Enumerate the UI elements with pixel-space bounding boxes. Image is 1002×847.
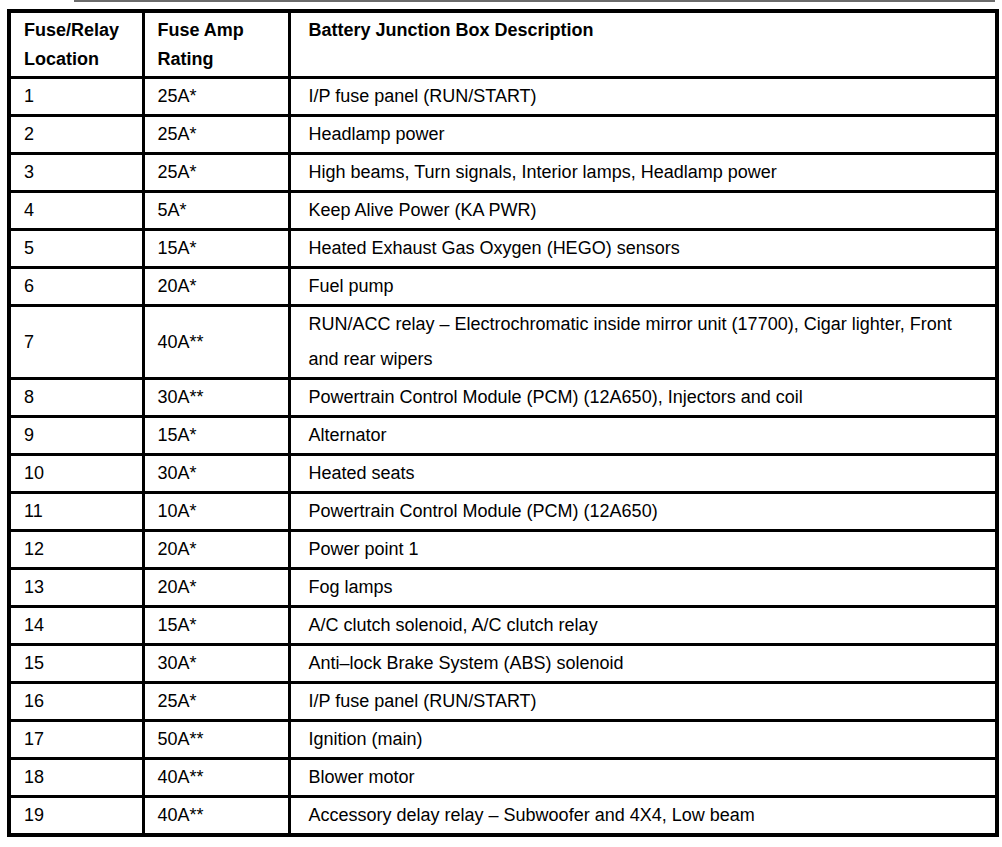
cell-description: Blower motor xyxy=(289,759,997,797)
cell-fuse-amp-rating: 40A** xyxy=(143,759,289,797)
column-header-battery-junction-box-description: Battery Junction Box Description xyxy=(289,11,997,78)
cell-fuse-amp-rating: 25A* xyxy=(143,116,289,154)
cell-description: Powertrain Control Module (PCM) (12A650)… xyxy=(289,379,997,417)
cell-fuse-relay-location: 6 xyxy=(9,268,143,306)
cell-fuse-relay-location: 5 xyxy=(9,230,143,268)
cell-fuse-amp-rating: 30A* xyxy=(143,645,289,683)
cell-fuse-relay-location: 7 xyxy=(9,306,143,379)
cell-fuse-relay-location: 12 xyxy=(9,531,143,569)
cell-description: A/C clutch solenoid, A/C clutch relay xyxy=(289,607,997,645)
cell-fuse-amp-rating: 15A* xyxy=(143,607,289,645)
cell-description: RUN/ACC relay – Electrochromatic inside … xyxy=(289,306,997,379)
cell-fuse-relay-location: 13 xyxy=(9,569,143,607)
scan-artifact-line xyxy=(74,0,995,2)
cell-description: Fog lamps xyxy=(289,569,997,607)
table-row: 13 20A* Fog lamps xyxy=(9,569,997,607)
cell-fuse-amp-rating: 30A** xyxy=(143,379,289,417)
cell-fuse-amp-rating: 5A* xyxy=(143,192,289,230)
cell-description: Power point 1 xyxy=(289,531,997,569)
table-row: 15 30A* Anti–lock Brake System (ABS) sol… xyxy=(9,645,997,683)
cell-description: Powertrain Control Module (PCM) (12A650) xyxy=(289,493,997,531)
table-row: 16 25A* I/P fuse panel (RUN/START) xyxy=(9,683,997,721)
header-row: Fuse/Relay Location Fuse Amp Rating Batt… xyxy=(9,11,997,78)
cell-fuse-amp-rating: 40A** xyxy=(143,797,289,836)
cell-fuse-relay-location: 8 xyxy=(9,379,143,417)
cell-fuse-relay-location: 4 xyxy=(9,192,143,230)
cell-fuse-relay-location: 2 xyxy=(9,116,143,154)
cell-description: High beams, Turn signals, Interior lamps… xyxy=(289,154,997,192)
cell-fuse-relay-location: 1 xyxy=(9,78,143,116)
table-row: 4 5A* Keep Alive Power (KA PWR) xyxy=(9,192,997,230)
cell-description: Headlamp power xyxy=(289,116,997,154)
cell-fuse-relay-location: 10 xyxy=(9,455,143,493)
cell-fuse-relay-location: 14 xyxy=(9,607,143,645)
table-row: 19 40A** Accessory delay relay – Subwoof… xyxy=(9,797,997,836)
cell-description: I/P fuse panel (RUN/START) xyxy=(289,683,997,721)
cell-fuse-relay-location: 19 xyxy=(9,797,143,836)
cell-fuse-relay-location: 9 xyxy=(9,417,143,455)
column-header-fuse-amp-rating: Fuse Amp Rating xyxy=(143,11,289,78)
cell-fuse-relay-location: 3 xyxy=(9,154,143,192)
cell-description: Alternator xyxy=(289,417,997,455)
table-row: 7 40A** RUN/ACC relay – Electrochromatic… xyxy=(9,306,997,379)
cell-fuse-amp-rating: 10A* xyxy=(143,493,289,531)
cell-fuse-amp-rating: 25A* xyxy=(143,683,289,721)
cell-fuse-relay-location: 17 xyxy=(9,721,143,759)
table-row: 5 15A* Heated Exhaust Gas Oxygen (HEGO) … xyxy=(9,230,997,268)
cell-description: Ignition (main) xyxy=(289,721,997,759)
fuse-table-body: 1 25A* I/P fuse panel (RUN/START) 2 25A*… xyxy=(9,78,997,836)
cell-fuse-amp-rating: 15A* xyxy=(143,417,289,455)
table-row: 17 50A** Ignition (main) xyxy=(9,721,997,759)
cell-description: Heated Exhaust Gas Oxygen (HEGO) sensors xyxy=(289,230,997,268)
cell-description: Fuel pump xyxy=(289,268,997,306)
fuse-table: Fuse/Relay Location Fuse Amp Rating Batt… xyxy=(7,9,999,837)
table-row: 3 25A* High beams, Turn signals, Interio… xyxy=(9,154,997,192)
cell-fuse-amp-rating: 15A* xyxy=(143,230,289,268)
cell-fuse-relay-location: 18 xyxy=(9,759,143,797)
table-row: 11 10A* Powertrain Control Module (PCM) … xyxy=(9,493,997,531)
cell-fuse-relay-location: 11 xyxy=(9,493,143,531)
table-row: 9 15A* Alternator xyxy=(9,417,997,455)
table-row: 1 25A* I/P fuse panel (RUN/START) xyxy=(9,78,997,116)
cell-fuse-relay-location: 16 xyxy=(9,683,143,721)
table-row: 12 20A* Power point 1 xyxy=(9,531,997,569)
cell-description: Anti–lock Brake System (ABS) solenoid xyxy=(289,645,997,683)
cell-fuse-amp-rating: 30A* xyxy=(143,455,289,493)
table-row: 10 30A* Heated seats xyxy=(9,455,997,493)
cell-fuse-relay-location: 15 xyxy=(9,645,143,683)
cell-description: Keep Alive Power (KA PWR) xyxy=(289,192,997,230)
cell-fuse-amp-rating: 25A* xyxy=(143,78,289,116)
cell-fuse-amp-rating: 20A* xyxy=(143,569,289,607)
column-header-fuse-relay-location: Fuse/Relay Location xyxy=(9,11,143,78)
cell-fuse-amp-rating: 25A* xyxy=(143,154,289,192)
table-row: 14 15A* A/C clutch solenoid, A/C clutch … xyxy=(9,607,997,645)
cell-description: Accessory delay relay – Subwoofer and 4X… xyxy=(289,797,997,836)
cell-fuse-amp-rating: 20A* xyxy=(143,268,289,306)
table-row: 6 20A* Fuel pump xyxy=(9,268,997,306)
cell-fuse-amp-rating: 20A* xyxy=(143,531,289,569)
cell-fuse-amp-rating: 40A** xyxy=(143,306,289,379)
cell-description: I/P fuse panel (RUN/START) xyxy=(289,78,997,116)
cell-description: Heated seats xyxy=(289,455,997,493)
table-row: 8 30A** Powertrain Control Module (PCM) … xyxy=(9,379,997,417)
table-row: 2 25A* Headlamp power xyxy=(9,116,997,154)
table-row: 18 40A** Blower motor xyxy=(9,759,997,797)
cell-fuse-amp-rating: 50A** xyxy=(143,721,289,759)
